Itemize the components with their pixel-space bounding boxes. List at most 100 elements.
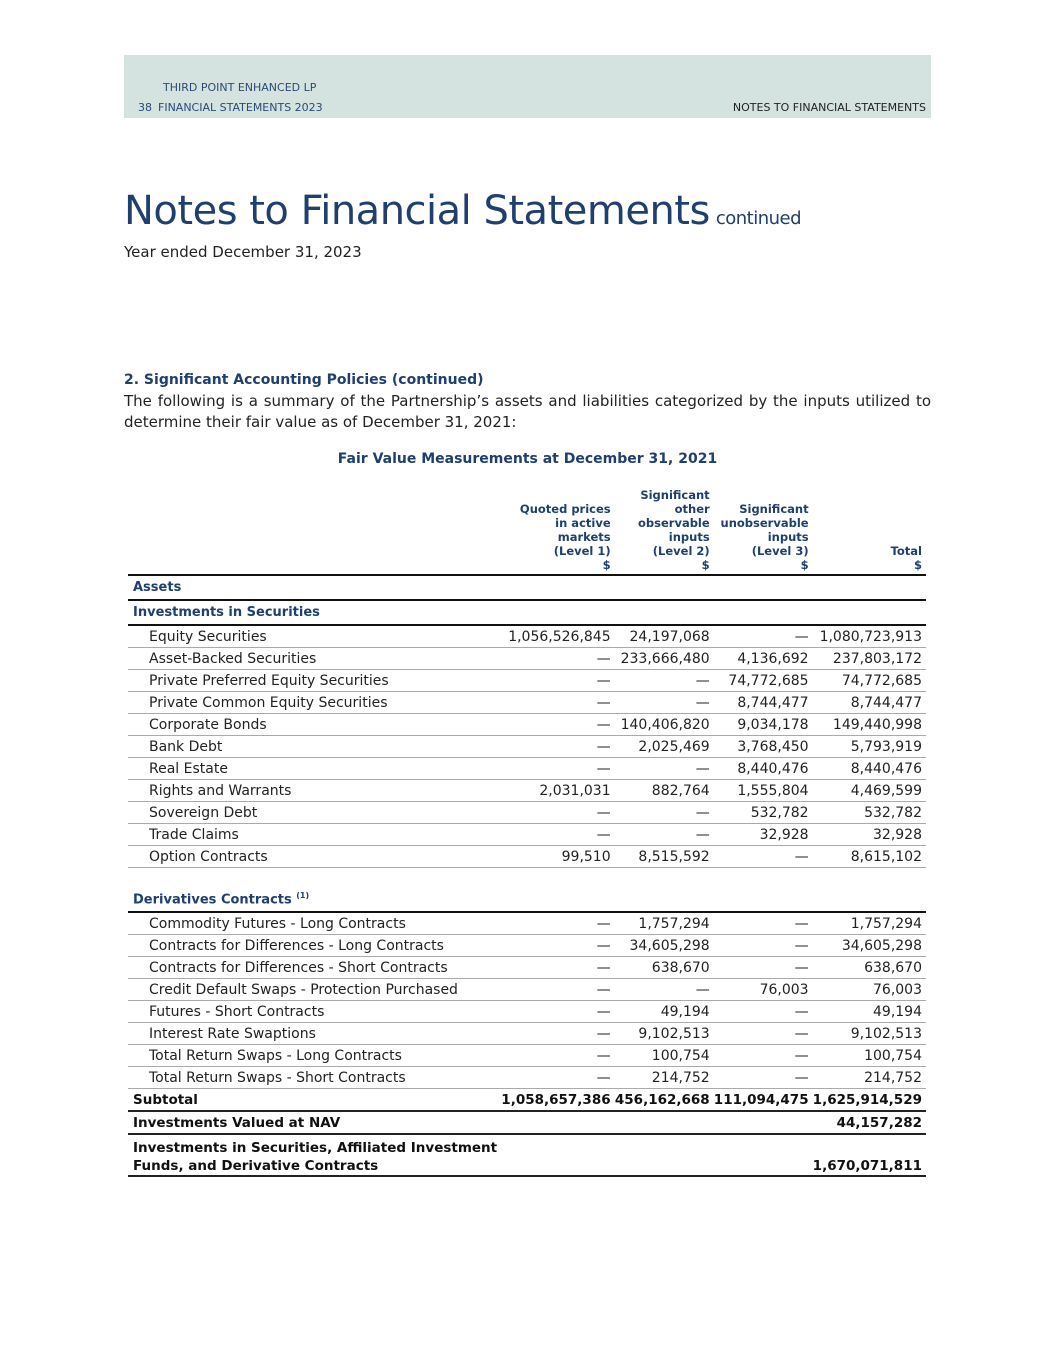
column-header-line: markets	[557, 530, 611, 544]
value-cell: 1,080,723,913	[812, 625, 926, 648]
value-cell: 9,102,513	[812, 1022, 926, 1045]
value-cell: —	[713, 1044, 813, 1067]
value-cell: —	[713, 1022, 813, 1045]
value-cell: —	[614, 801, 714, 824]
value-cell: 8,440,476	[812, 757, 926, 780]
value-cell: 149,440,998	[812, 713, 926, 736]
value-cell: 74,772,685	[713, 669, 813, 692]
value-cell: 32,928	[812, 823, 926, 846]
value-cell: 76,003	[713, 978, 813, 1001]
column-header-line: (Level 3)	[751, 544, 809, 558]
row-label: Private Common Equity Securities	[128, 691, 502, 714]
column-header: Total $	[812, 488, 926, 576]
value-cell: 4,469,599	[812, 779, 926, 802]
header-blank	[128, 488, 502, 576]
page-subtitle: Year ended December 31, 2023	[124, 243, 362, 261]
column-header-line: other	[674, 502, 710, 516]
table-row: Private Preferred Equity Securities — —74,…	[128, 669, 926, 692]
group-label-text: Assets	[133, 580, 182, 595]
value-cell: —	[501, 956, 615, 979]
value-cell: —	[501, 1044, 615, 1067]
row-label: Option Contracts	[128, 845, 502, 868]
column-header-line: Quoted prices	[519, 502, 611, 516]
column-header-line: inputs	[668, 530, 710, 544]
row-label: Real Estate	[128, 757, 502, 780]
table-row: Real Estate — —8,440,476 8,440,476	[128, 757, 926, 780]
page-number: 38	[138, 101, 152, 114]
column-header-line: $	[800, 558, 809, 572]
value-cell: 1,555,804	[713, 779, 813, 802]
value-cell: —	[614, 691, 714, 714]
value-cell: —	[501, 978, 615, 1001]
value-cell: 456,162,668	[614, 1088, 714, 1112]
row-label-line: Investments in Securities, Affiliated In…	[133, 1140, 498, 1156]
page-title: Notes to Financial Statements continued	[124, 188, 802, 234]
value-cell	[501, 1111, 615, 1135]
value-cell: 237,803,172	[812, 647, 926, 670]
value-cell	[501, 1134, 615, 1177]
table-row: Interest Rate Swaptions —9,102,513—9,102,…	[128, 1022, 926, 1045]
row-label: Credit Default Swaps - Protection Purcha…	[128, 978, 502, 1001]
table-row: Private Common Equity Securities — —8,744,…	[128, 691, 926, 714]
table-row: Corporate Bonds —140,406,820 9,034,178 149,…	[128, 713, 926, 736]
value-cell: —	[614, 978, 714, 1001]
value-cell: —	[614, 757, 714, 780]
fair-value-table: Quoted prices in active markets (Level 1) $ S…	[128, 488, 926, 1177]
value-cell: 8,744,477	[713, 691, 813, 714]
value-cell: 8,515,592	[614, 845, 714, 868]
value-cell: 1,757,294	[614, 912, 714, 935]
value-cell: 9,102,513	[614, 1022, 714, 1045]
row-label: Private Preferred Equity Securities	[128, 669, 502, 692]
value-cell: 2,031,031	[501, 779, 615, 802]
value-cell: 882,764	[614, 779, 714, 802]
row-label: Asset-Backed Securities	[128, 647, 502, 670]
row-label: Sovereign Debt	[128, 801, 502, 824]
title-main: Notes to Financial Statements	[124, 188, 710, 234]
column-header-line: (Level 2)	[652, 544, 710, 558]
value-cell: 100,754	[812, 1044, 926, 1067]
group-label: Investments in Securities	[128, 600, 926, 626]
value-cell: —	[501, 1066, 615, 1089]
value-cell: —	[501, 1022, 615, 1045]
row-label: Total Return Swaps - Short Contracts	[128, 1066, 502, 1089]
value-cell: 24,197,068	[614, 625, 714, 648]
total-row: Investments Valued at NAV 44,157,282	[128, 1111, 926, 1135]
section-heading: 2. Significant Accounting Policies (cont…	[124, 372, 484, 388]
total-row: Subtotal 1,058,657,386 456,162,668 111,094,…	[128, 1088, 926, 1112]
value-cell: —	[713, 934, 813, 957]
value-cell: 1,058,657,386	[501, 1088, 615, 1112]
value-cell: 532,782	[812, 801, 926, 824]
value-cell: —	[713, 1066, 813, 1089]
group-label: Assets	[128, 575, 926, 601]
group-label-text: Derivatives Contracts	[133, 892, 292, 908]
group-label-text: Investments in Securities	[133, 605, 320, 620]
value-cell: 32,928	[713, 823, 813, 846]
column-header-line: unobservable	[720, 516, 809, 530]
value-cell: —	[713, 845, 813, 868]
value-cell: —	[501, 713, 615, 736]
value-cell: 34,605,298	[812, 934, 926, 957]
value-cell: —	[713, 956, 813, 979]
row-label: Corporate Bonds	[128, 713, 502, 736]
value-cell: 5,793,919	[812, 735, 926, 758]
row-label: Investments in Securities, Affiliated In…	[128, 1134, 502, 1177]
value-cell: 99,510	[501, 845, 615, 868]
value-cell: 100,754	[614, 1044, 714, 1067]
table-row: Contracts for Differences - Long Contrac…	[128, 934, 926, 957]
value-cell: —	[501, 647, 615, 670]
value-cell: 1,056,526,845	[501, 625, 615, 648]
row-label: Trade Claims	[128, 823, 502, 846]
value-cell: 638,670	[812, 956, 926, 979]
value-cell: 214,752	[614, 1066, 714, 1089]
page-info: 38 FINANCIAL STATEMENTS 2023	[138, 101, 329, 114]
value-cell: 532,782	[713, 801, 813, 824]
value-cell: 3,768,450	[713, 735, 813, 758]
table-row: Equity Securities 1,056,526,845 24,197,068…	[128, 625, 926, 648]
column-header-line: $	[701, 558, 710, 572]
row-label: Investments Valued at NAV	[128, 1111, 502, 1135]
row-label: Commodity Futures - Long Contracts	[128, 912, 502, 935]
value-cell: 111,094,475	[713, 1088, 813, 1112]
title-continued: continued	[715, 208, 802, 229]
value-cell: —	[614, 823, 714, 846]
value-cell: —	[713, 912, 813, 935]
